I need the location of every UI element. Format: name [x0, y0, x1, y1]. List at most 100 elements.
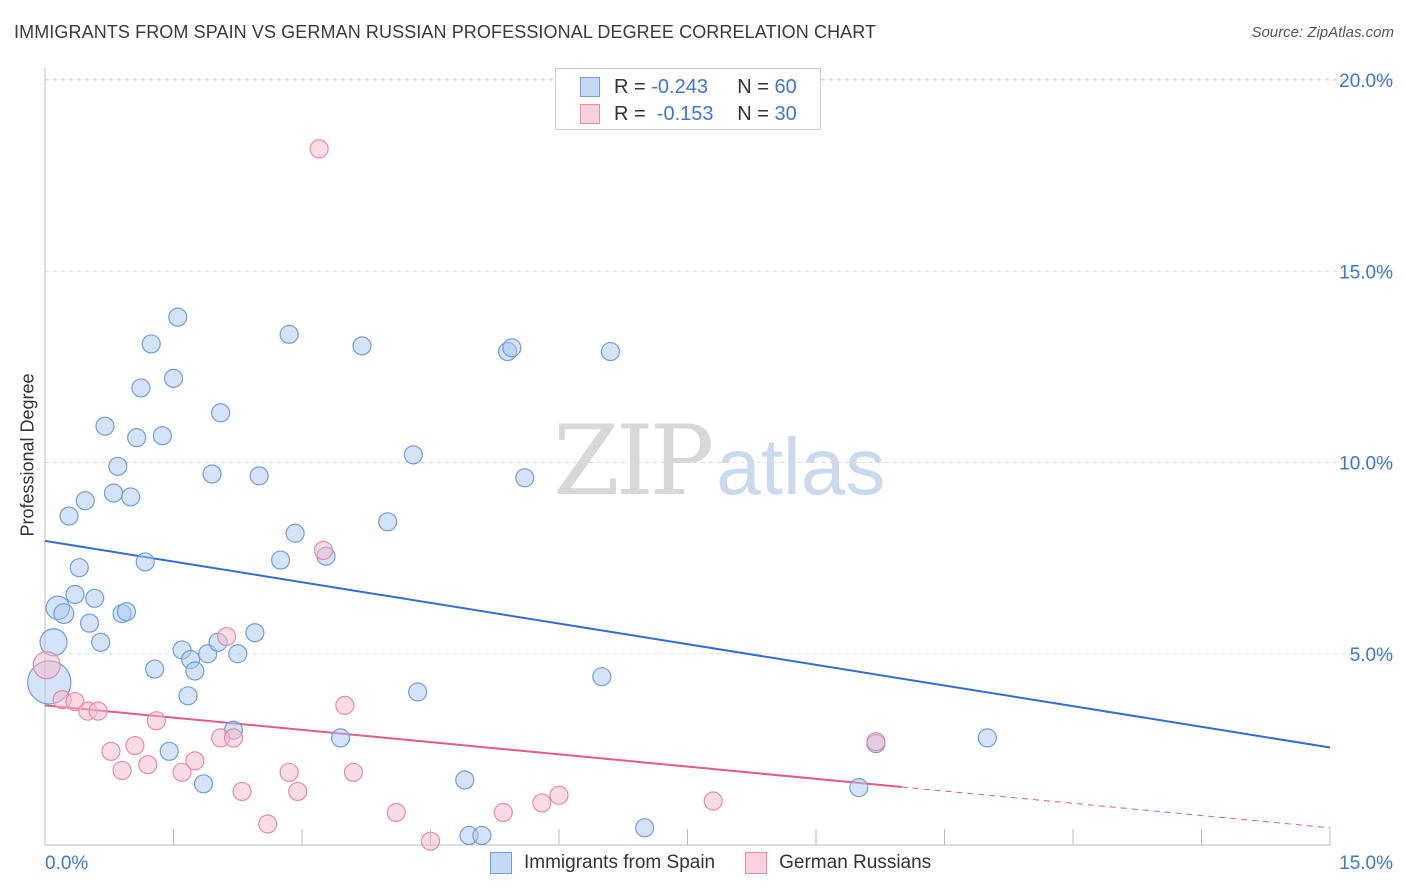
r-value: -0.243: [651, 75, 708, 98]
data-points: [27, 139, 997, 851]
point-spain: [145, 659, 165, 679]
n-label: N =: [737, 75, 775, 98]
y-tick-label: 15.0%: [1339, 262, 1393, 283]
trendline-spain: [44, 539, 1331, 749]
point-german-russians: [313, 540, 334, 561]
point-german-russians: [217, 626, 237, 647]
point-german-russians: [549, 785, 569, 805]
point-spain: [85, 588, 105, 608]
point-german-russians: [185, 751, 205, 771]
point-spain: [592, 667, 612, 687]
point-spain: [228, 644, 248, 664]
point-german-russians: [88, 701, 108, 721]
point-german-russians: [386, 802, 406, 823]
trend-lines: [44, 539, 1331, 829]
point-german-russians: [335, 695, 355, 715]
watermark-zip: ZIP: [553, 405, 714, 517]
trendline-german-russians: [44, 704, 902, 788]
point-spain: [635, 818, 655, 838]
point-spain: [378, 512, 398, 532]
watermark-atlas: atlas: [716, 422, 886, 511]
point-german-russians: [532, 793, 552, 813]
point-german-russians: [112, 760, 132, 781]
point-spain: [270, 550, 291, 570]
point-spain: [103, 483, 124, 503]
point-german-russians: [223, 728, 244, 748]
point-german-russians: [146, 711, 166, 731]
point-german-russians: [65, 691, 85, 712]
point-spain: [245, 623, 265, 643]
point-spain: [849, 778, 869, 798]
point-spain: [152, 426, 172, 446]
point-german-russians: [420, 831, 441, 851]
legend-swatch-spain: [490, 852, 512, 874]
point-german-russians: [288, 781, 308, 802]
legend-swatch-spain: [580, 77, 600, 97]
legend-item-german-russians[interactable]: German Russians: [745, 852, 931, 874]
watermark: ZIPatlas: [553, 405, 885, 517]
point-german-russians: [343, 762, 363, 782]
point-spain: [185, 661, 205, 681]
point-spain: [202, 464, 222, 484]
legend-item-spain[interactable]: Immigrants from Spain: [490, 852, 715, 874]
point-spain: [168, 307, 188, 327]
point-spain: [135, 552, 155, 572]
point-spain: [600, 341, 621, 362]
r-label: R =: [614, 75, 652, 98]
n-label: N =: [737, 102, 775, 125]
stats-row-spain: R = -0.243 N = 60: [580, 75, 797, 99]
y-tick-label: 20.0%: [1339, 71, 1393, 92]
point-spain: [211, 403, 231, 423]
y-tick-label: 5.0%: [1350, 645, 1393, 666]
point-spain: [59, 506, 79, 526]
grid-lines: [45, 78, 1395, 655]
point-german-russians: [279, 762, 299, 782]
x-tick-label: 0.0%: [45, 853, 88, 874]
point-spain: [69, 558, 89, 578]
point-spain: [79, 613, 100, 633]
point-spain: [178, 686, 198, 706]
point-german-russians: [493, 802, 513, 823]
point-german-russians: [125, 735, 145, 756]
tick-labels: 5.0% 10.0% 15.0% 20.0% 0.0% 15.0%: [45, 71, 1393, 874]
legend-swatch-german-russians: [580, 104, 600, 124]
point-spain: [53, 603, 75, 625]
point-spain: [403, 445, 423, 465]
source-label: Source: ZipAtlas.com: [1251, 24, 1394, 41]
point-german-russians: [309, 139, 329, 159]
point-german-russians: [703, 791, 723, 811]
point-spain: [330, 728, 351, 748]
point-german-russians: [866, 732, 886, 752]
point-spain: [249, 466, 269, 486]
point-spain: [65, 584, 85, 605]
n-value: 30: [774, 102, 797, 125]
point-spain: [408, 682, 428, 702]
point-spain: [95, 416, 115, 436]
point-german-russians: [138, 755, 158, 775]
point-spain: [127, 428, 147, 448]
legend-label-german-russians: German Russians: [779, 852, 932, 873]
legend-label-spain: Immigrants from Spain: [524, 852, 716, 873]
point-spain: [159, 741, 179, 761]
point-spain: [131, 378, 151, 398]
point-spain: [141, 334, 161, 354]
point-spain: [502, 338, 522, 358]
point-german-russians: [232, 781, 252, 802]
trendline-dashed-german-russians: [901, 786, 1331, 829]
chart-title: IMMIGRANTS FROM SPAIN VS GERMAN RUSSIAN …: [14, 22, 877, 42]
stats-legend: R = -0.243 N = 60 R = -0.153 N = 30: [555, 68, 821, 130]
x-tick-label: 15.0%: [1339, 853, 1393, 874]
point-spain: [75, 491, 95, 511]
point-spain: [193, 774, 214, 794]
point-spain: [472, 825, 492, 846]
n-value: 60: [774, 75, 797, 98]
point-german-russians: [172, 762, 192, 782]
r-label: R =: [614, 102, 652, 125]
point-spain: [163, 368, 184, 388]
r-value: -0.153: [651, 102, 714, 125]
point-german-russians: [32, 651, 61, 680]
legend-swatch-german-russians: [745, 852, 768, 874]
point-german-russians: [101, 741, 121, 761]
point-german-russians: [258, 814, 278, 834]
